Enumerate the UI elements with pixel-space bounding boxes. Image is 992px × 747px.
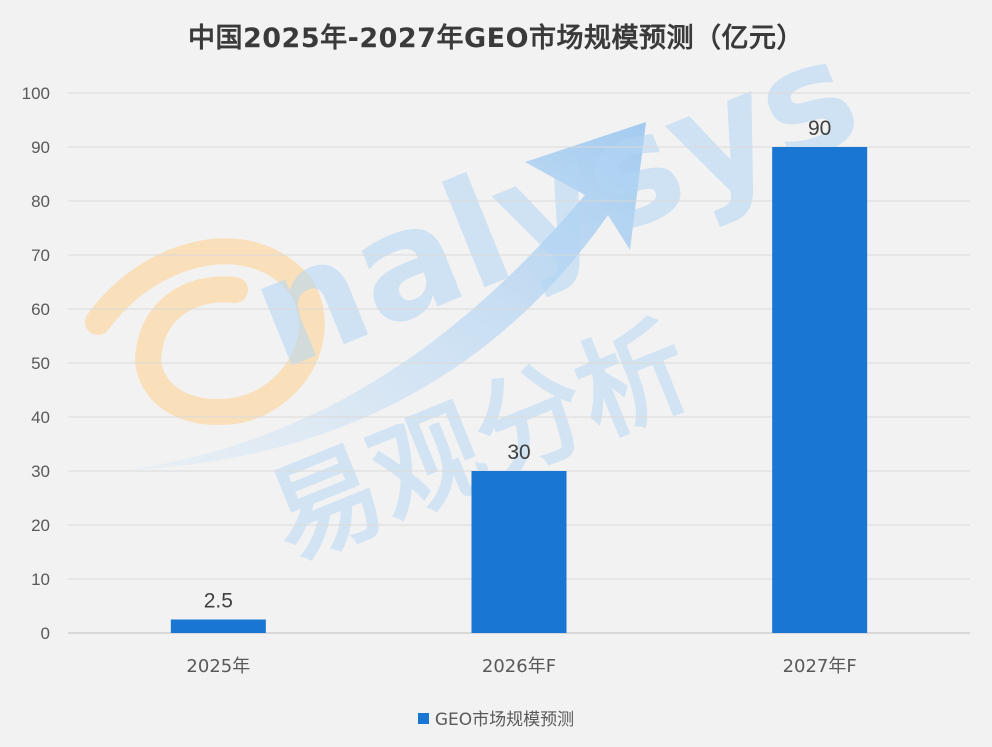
y-tick-label: 80 [31,192,50,211]
x-axis: 2025年 2026年F 2027年F [186,656,856,677]
legend: GEO市场规模预测 [0,705,992,730]
y-tick-label: 100 [22,84,50,103]
bar-2025年 [170,619,266,633]
data-label: 90 [808,117,831,140]
y-tick-label: 70 [31,246,50,265]
x-tick-label: 2026年F [482,656,556,677]
data-label: 2.5 [204,590,233,613]
y-tick-label: 0 [41,624,50,643]
data-label: 30 [507,441,530,464]
x-tick-label: 2025年 [186,656,250,677]
y-tick-label: 20 [31,516,50,535]
legend-label: GEO市场规模预测 [434,710,575,730]
bar-2027年F [772,147,868,633]
y-tick-label: 10 [31,570,50,589]
y-tick-label: 40 [31,408,50,427]
y-tick-label: 50 [31,354,50,373]
watermark-logo-swoosh [85,238,325,425]
bar-2026年F [471,471,567,633]
y-tick-label: 30 [31,462,50,481]
chart-title: 中国2025年-2027年GEO市场规模预测（亿元） [187,23,805,54]
bars [170,147,868,633]
y-tick-label: 60 [31,300,50,319]
legend-swatch [417,712,429,724]
y-tick-label: 90 [31,138,50,157]
watermark-arrow [128,122,646,470]
y-axis: 0 10 20 30 40 50 60 70 80 90 100 [22,84,50,643]
x-tick-label: 2027年F [783,656,857,677]
data-labels: 2.5 30 90 [204,117,832,613]
